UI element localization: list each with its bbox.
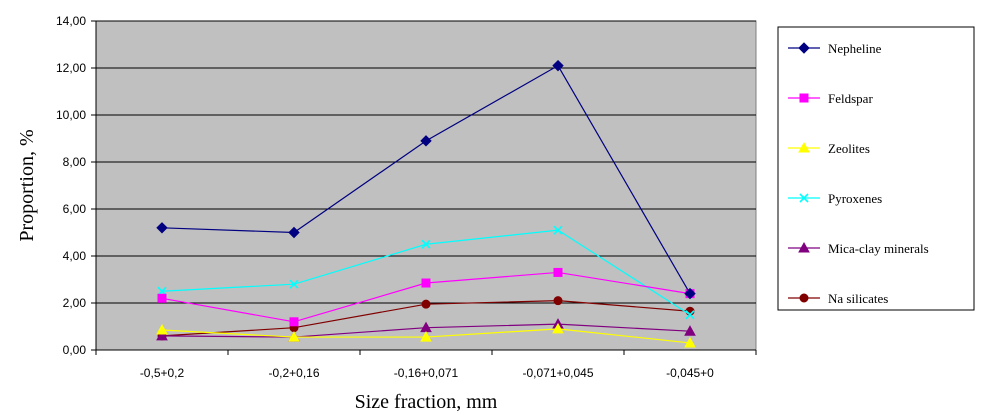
series-group [156,59,696,348]
x-tick-label: -0,071+0,045 [522,366,593,380]
marker-stroke [685,310,695,320]
y-tick-label: 8,00 [63,155,87,169]
data-point [552,59,564,72]
data-point [553,296,563,306]
x-tick-label: -0,16+0,071 [394,366,459,380]
data-point [685,310,695,320]
data-point [420,331,432,342]
legend-item: Feldspar [788,91,873,106]
legend-marker [798,141,810,153]
legend-marker [798,241,810,253]
y-tick-label: 10,00 [56,108,86,122]
series-nepheline [156,59,696,300]
marker-stroke [289,279,299,289]
data-point [156,222,168,234]
legend-item: Na silicates [788,291,888,306]
plot-area [95,20,757,351]
y-axis-ticks: 0,00 2,00 4,00 6,00 8,00 10,00 12,00 14,00 [56,14,97,357]
legend-label: Feldspar [828,91,873,106]
y-tick-label: 2,00 [63,296,87,310]
marker-stroke [421,239,431,249]
data-point [156,323,168,335]
legend-item: Nepheline [788,41,882,56]
data-point [156,329,168,341]
series-zeolites [156,322,696,348]
grid-lines [96,20,756,304]
y-tick-label: 0,00 [63,343,87,357]
legend-box [777,26,975,311]
x-tick-label: -0,2+0,16 [268,366,319,380]
data-point [553,267,563,277]
data-point [420,135,432,147]
legend: Nepheline Feldspar Zeolites Pyroxenes Mica-c… [777,26,975,311]
data-point [288,226,300,239]
data-point [553,225,563,235]
y-tick-label: 6,00 [63,202,87,216]
legend-label: Nepheline [828,41,882,56]
legend-label: Zeolites [828,141,870,156]
data-point [289,317,299,327]
legend-item: Mica-clay minerals [788,241,929,256]
legend-marker [798,42,810,54]
x-axis-title: Size fraction, mm [355,391,498,413]
legend-label: Pyroxenes [828,191,882,206]
data-point [684,287,696,300]
data-point [288,331,300,342]
data-point [421,239,431,249]
legend-item: Zeolites [788,141,870,156]
legend-marker [799,93,809,103]
legend-marker [799,193,809,203]
data-point [684,336,696,348]
legend-marker [799,293,809,303]
x-tick-label: -0,5+0,2 [140,366,185,380]
marker-stroke [799,193,809,203]
data-point [157,293,167,303]
data-point [684,325,696,336]
data-point [421,278,431,288]
marker-stroke [553,225,563,235]
y-axis-title: Proportion, % [16,129,38,241]
legend-item: Pyroxenes [788,191,882,206]
legend-label: Mica-clay minerals [828,241,929,256]
data-point [552,322,564,334]
y-tick-label: 14,00 [56,14,86,28]
y-tick-label: 12,00 [56,61,86,75]
x-axis-ticks: -0,5+0,2 -0,2+0,16 -0,16+0,071 -0,071+0,045… [95,349,757,380]
x-tick-label: -0,045+0 [666,366,714,380]
data-point [421,299,431,309]
y-tick-label: 4,00 [63,249,87,263]
legend-label: Na silicates [828,291,888,306]
data-point [289,279,299,289]
